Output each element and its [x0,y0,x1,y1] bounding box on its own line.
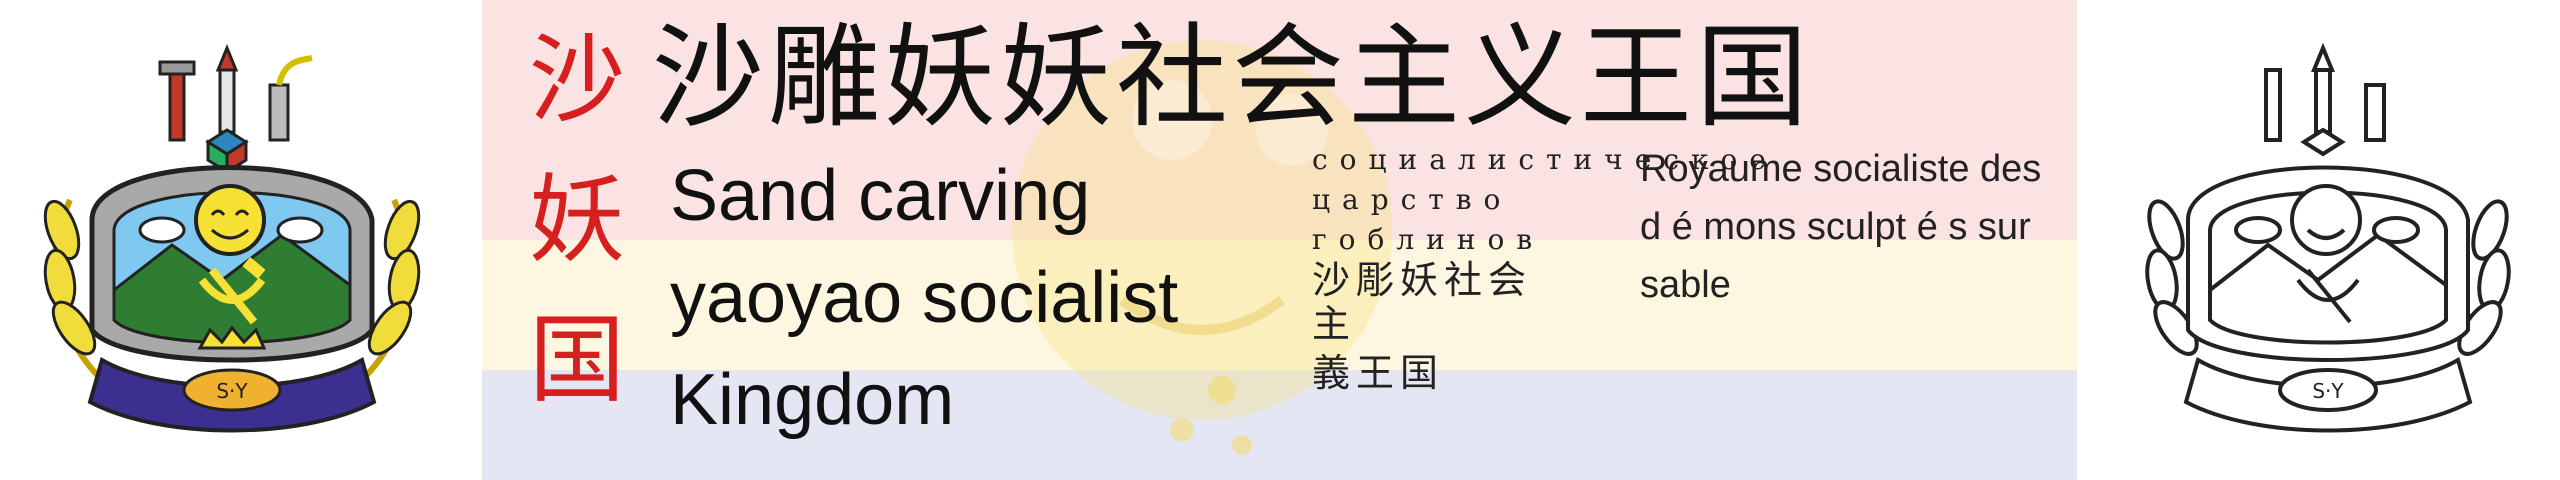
sun-watermark-icon [1012,40,1392,455]
russian-name-tail: 沙彫妖社会主 [1312,258,1533,346]
english-name-line-3: Kingdom [670,360,955,440]
russian-name-text: социалистическое царство гоблинов [1312,143,1778,256]
smiling-sun-icon [194,184,266,256]
band-top [482,0,2077,240]
emblem-initials: S·Y [2312,379,2344,403]
band-middle [482,240,2077,370]
french-name: Royaume socialiste des d é mons sculpt é… [1640,148,2042,306]
page-title: 沙雕妖妖社会主义王国 [652,13,1812,143]
short-name-char: 沙 [529,24,625,136]
band-bottom [482,370,2077,480]
emblem-initials: S·Y [216,379,248,403]
short-name-char: 国 [529,304,625,416]
tools-icon [158,44,313,142]
russian-name: социалистическое царство гоблинов 沙彫妖社会主… [1312,140,1766,398]
laurel-right-icon [359,198,421,383]
short-name-vertical: 沙 妖 国 [512,10,642,430]
emblem-outline: S·Y [2145,42,2511,433]
hammer-and-sickle-icon [198,256,266,325]
laurel-left-icon [43,198,105,383]
russian-name-tail-2: 義王国 [1312,351,1445,395]
english-name-line-2: yaoyao socialist [670,258,1179,338]
english-name-line-1: Sand carving [670,156,1091,236]
short-name-char: 妖 [529,164,625,276]
emblem-color: S·Y [43,44,421,433]
title-panel: 沙 妖 国 沙雕妖妖社会主义王国 Sand carving yaoyao soc… [482,0,2077,480]
